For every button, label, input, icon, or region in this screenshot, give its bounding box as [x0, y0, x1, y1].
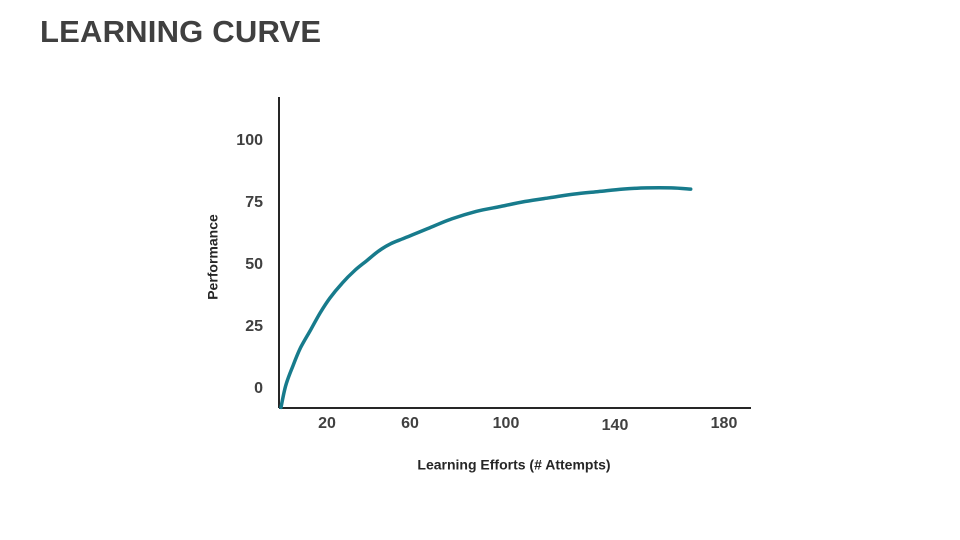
y-tick-label: 100: [236, 132, 263, 149]
x-tick-label: 180: [711, 415, 738, 432]
y-axis-title: Performance: [205, 214, 221, 300]
y-tick-labels: 0 25 50 75 100: [236, 132, 263, 397]
y-tick-label: 0: [254, 380, 263, 397]
x-tick-label: 20: [318, 415, 336, 432]
learning-curve-line: [279, 186, 693, 410]
slide-title: LEARNING CURVE: [40, 14, 322, 49]
y-tick-label: 25: [245, 318, 263, 335]
x-tick-label: 140: [602, 417, 629, 434]
x-tick-label: 100: [493, 415, 520, 432]
x-tick-label: 60: [401, 415, 419, 432]
y-tick-label: 75: [245, 194, 263, 211]
x-tick-labels: 20 60 100 140 180: [318, 415, 737, 434]
x-axis-title: Learning Efforts (# Attempts): [417, 457, 610, 473]
chart-axes: [278, 97, 751, 409]
y-tick-label: 50: [245, 256, 263, 273]
series-layer: [279, 186, 693, 410]
